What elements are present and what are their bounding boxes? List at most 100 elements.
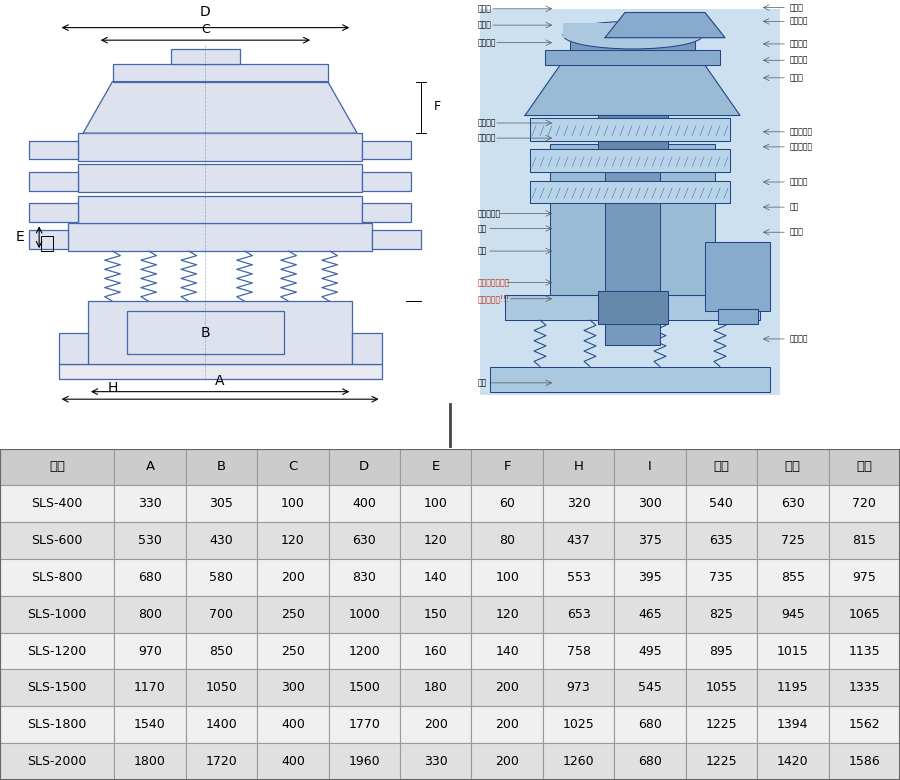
- Bar: [829, 522, 900, 559]
- Bar: [362, 140, 411, 159]
- Text: 400: 400: [281, 718, 305, 732]
- Text: 200: 200: [281, 571, 305, 584]
- Bar: [829, 559, 900, 596]
- Text: F: F: [503, 460, 511, 473]
- Bar: [757, 743, 829, 780]
- Bar: [545, 50, 720, 66]
- Bar: [757, 596, 829, 633]
- Bar: [185, 448, 257, 485]
- Text: 200: 200: [495, 682, 519, 694]
- Text: 720: 720: [852, 498, 877, 510]
- Bar: [257, 743, 328, 780]
- Text: F: F: [434, 100, 440, 113]
- Bar: [615, 669, 686, 707]
- Bar: [257, 559, 328, 596]
- Bar: [372, 230, 420, 249]
- Text: 100: 100: [281, 498, 305, 510]
- Bar: [328, 707, 400, 743]
- Bar: [530, 118, 730, 140]
- Bar: [598, 291, 668, 324]
- Bar: [543, 633, 615, 669]
- Text: 一般结构图: 一般结构图: [648, 416, 702, 434]
- Text: 850: 850: [210, 644, 233, 658]
- Bar: [543, 522, 615, 559]
- Bar: [400, 448, 472, 485]
- Text: 400: 400: [352, 498, 376, 510]
- Bar: [472, 707, 543, 743]
- Bar: [570, 37, 695, 50]
- Text: A: A: [215, 374, 225, 388]
- Text: H: H: [573, 460, 583, 473]
- Text: 试机时去掉!!!: 试机时去掉!!!: [478, 294, 510, 303]
- Bar: [480, 9, 780, 395]
- Text: 150: 150: [424, 608, 447, 621]
- Text: 250: 250: [281, 608, 305, 621]
- Bar: [352, 332, 382, 364]
- Text: 1000: 1000: [348, 608, 380, 621]
- Bar: [328, 485, 400, 522]
- Text: I: I: [648, 460, 652, 473]
- Text: 495: 495: [638, 644, 662, 658]
- Bar: [0, 522, 114, 559]
- Bar: [328, 596, 400, 633]
- Text: 330: 330: [138, 498, 162, 510]
- Text: 额外重锤板: 额外重锤板: [790, 143, 813, 151]
- Bar: [615, 743, 686, 780]
- Bar: [0, 448, 114, 485]
- Text: SLS-2000: SLS-2000: [28, 755, 86, 768]
- Bar: [257, 633, 328, 669]
- Bar: [400, 669, 472, 707]
- Bar: [757, 522, 829, 559]
- Text: E: E: [432, 460, 440, 473]
- Text: 1720: 1720: [205, 755, 238, 768]
- Text: 970: 970: [138, 644, 162, 658]
- Text: 1586: 1586: [849, 755, 880, 768]
- Text: 630: 630: [353, 534, 376, 547]
- Bar: [829, 633, 900, 669]
- Bar: [686, 596, 757, 633]
- Bar: [0, 485, 114, 522]
- Text: SLS-800: SLS-800: [32, 571, 83, 584]
- Text: 945: 945: [781, 608, 805, 621]
- Text: 680: 680: [138, 571, 162, 584]
- Bar: [400, 596, 472, 633]
- Bar: [472, 448, 543, 485]
- Bar: [58, 364, 382, 379]
- Text: 1960: 1960: [348, 755, 380, 768]
- Text: 1420: 1420: [777, 755, 809, 768]
- Text: D: D: [359, 460, 369, 473]
- Bar: [543, 596, 615, 633]
- Bar: [490, 367, 770, 392]
- Bar: [705, 243, 770, 311]
- Text: 运输用固定螺栓: 运输用固定螺栓: [478, 278, 510, 287]
- Bar: [41, 236, 53, 251]
- Bar: [112, 64, 328, 82]
- Bar: [400, 559, 472, 596]
- Text: E: E: [15, 230, 24, 244]
- Text: 250: 250: [281, 644, 305, 658]
- Bar: [829, 669, 900, 707]
- Bar: [257, 522, 328, 559]
- Bar: [757, 707, 829, 743]
- Text: 330: 330: [424, 755, 447, 768]
- Bar: [543, 485, 615, 522]
- Bar: [472, 522, 543, 559]
- Text: 680: 680: [638, 718, 662, 732]
- Text: 底部框架: 底部框架: [478, 133, 497, 143]
- Text: 1260: 1260: [562, 755, 594, 768]
- Text: 635: 635: [709, 534, 734, 547]
- Text: 1394: 1394: [777, 718, 808, 732]
- Text: 653: 653: [567, 608, 590, 621]
- Bar: [686, 559, 757, 596]
- Bar: [114, 522, 185, 559]
- Ellipse shape: [563, 21, 703, 49]
- Bar: [185, 707, 257, 743]
- Text: 上部重锤: 上部重锤: [790, 178, 808, 186]
- Text: C: C: [288, 460, 298, 473]
- Text: SLS-1000: SLS-1000: [28, 608, 86, 621]
- Text: 一层: 一层: [714, 460, 729, 473]
- Text: 855: 855: [781, 571, 805, 584]
- Bar: [472, 743, 543, 780]
- Text: 1135: 1135: [849, 644, 880, 658]
- Bar: [615, 633, 686, 669]
